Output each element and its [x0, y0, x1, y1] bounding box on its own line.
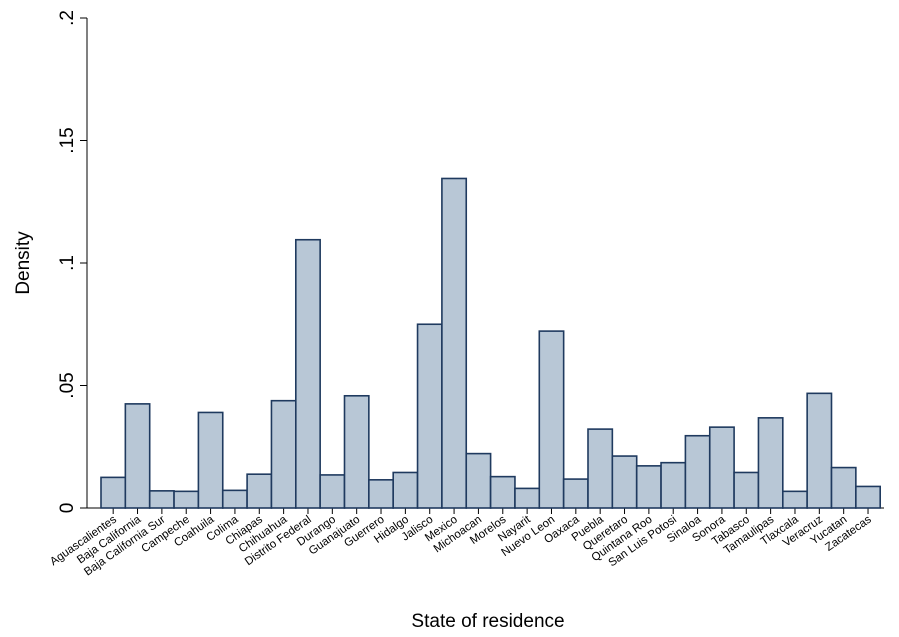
y-axis: 0 .05 .1 .15 .2 — [57, 10, 88, 513]
y-tick-label: .15 — [57, 127, 78, 153]
bar — [538, 330, 565, 509]
bar — [148, 490, 175, 509]
bar — [465, 452, 492, 509]
bar — [489, 475, 516, 509]
bar — [100, 476, 127, 509]
bar — [562, 478, 589, 509]
bar — [684, 434, 711, 509]
bar — [392, 471, 419, 509]
bar — [294, 238, 321, 509]
bar — [855, 485, 881, 509]
y-axis-title: Density — [13, 231, 34, 295]
bar — [587, 428, 614, 509]
bar — [635, 465, 662, 509]
x-axis-title: State of residence — [411, 611, 564, 632]
bar — [319, 474, 346, 509]
bar — [514, 487, 541, 509]
bar — [343, 394, 370, 509]
y-tick-label: .2 — [57, 10, 78, 26]
bar — [416, 323, 443, 509]
bar — [246, 473, 273, 509]
bar — [611, 455, 638, 509]
bar — [757, 417, 784, 509]
bar — [368, 479, 395, 509]
bar — [197, 411, 224, 509]
bar — [270, 399, 297, 509]
bar — [124, 403, 151, 509]
bar — [830, 466, 857, 509]
bar — [221, 489, 248, 509]
bar — [173, 490, 200, 509]
bar — [781, 490, 808, 509]
bar — [708, 426, 735, 509]
y-ticks: 0 .05 .1 .15 .2 — [57, 10, 87, 513]
bar — [733, 471, 760, 509]
y-tick-label: .05 — [57, 372, 78, 398]
y-tick-label: .1 — [57, 255, 78, 271]
bar — [441, 177, 468, 509]
bar — [806, 392, 833, 509]
bars — [100, 177, 881, 509]
y-tick-label: 0 — [57, 503, 78, 514]
bar — [660, 461, 687, 509]
